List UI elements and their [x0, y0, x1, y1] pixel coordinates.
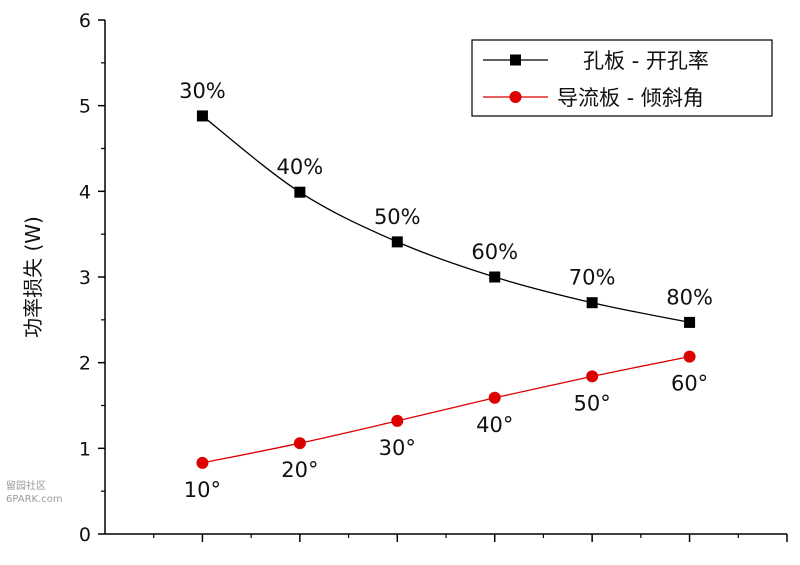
legend-label-1: 孔板 - 开孔率 — [583, 49, 709, 73]
series-2-point — [683, 350, 696, 363]
series-2-point — [293, 437, 306, 450]
series-2-point — [488, 391, 501, 404]
y-tick-label: 5 — [79, 96, 91, 118]
y-tick-label: 4 — [79, 181, 91, 203]
series-1-point — [684, 316, 696, 328]
series-1-point — [391, 236, 403, 248]
y-tick-label: 3 — [79, 267, 91, 289]
y-tick-label: 1 — [79, 438, 91, 460]
series-1-point — [489, 271, 501, 283]
series-2-data-label: 20° — [281, 458, 318, 482]
series-1-data-label: 50% — [374, 205, 421, 229]
series-1-data-label: 30% — [179, 79, 226, 103]
series-2-data-label: 60° — [671, 372, 708, 396]
series-1-point — [586, 297, 598, 309]
series-1-point — [294, 186, 306, 198]
series-2-point — [391, 414, 404, 427]
y-tick-label: 2 — [79, 353, 91, 375]
axes: 0 1 2 3 4 5 6 — [79, 10, 788, 546]
point-labels: 30% 40% 50% 60% 70% 80% 10° 20° 30° 40° 50° 60° — [179, 79, 713, 502]
y-tick-label: 0 — [79, 524, 91, 546]
series-2-data-label: 40° — [476, 413, 513, 437]
legend-marker-2 — [509, 91, 522, 103]
series-2-data-label: 30° — [379, 436, 416, 460]
watermark-line-1: 留园社区 — [6, 479, 46, 492]
series-2-point — [196, 456, 209, 469]
series-1-data-label: 70% — [569, 266, 616, 290]
series-1-line — [202, 115, 690, 324]
legend-label-2: 导流板 - 倾斜角 — [557, 86, 704, 110]
series-1-data-label: 60% — [471, 240, 518, 264]
watermark-line-2: 6PARK.com — [6, 494, 63, 505]
series-2-line — [202, 356, 690, 464]
series-layer — [196, 110, 696, 469]
series-1-point — [196, 110, 208, 122]
y-tick-label: 6 — [79, 10, 91, 32]
legend-marker-1 — [510, 54, 521, 66]
series-1-data-label: 40% — [277, 155, 324, 179]
series-2-point — [586, 370, 599, 383]
series-1-data-label: 80% — [666, 285, 713, 309]
series-2-data-label: 10° — [184, 478, 221, 502]
legend-box — [471, 39, 773, 117]
watermark: 留园社区 6PARK.com — [6, 479, 63, 505]
y-axis-title: 功率损失 (W) — [21, 216, 45, 338]
series-2-data-label: 50° — [574, 391, 611, 415]
